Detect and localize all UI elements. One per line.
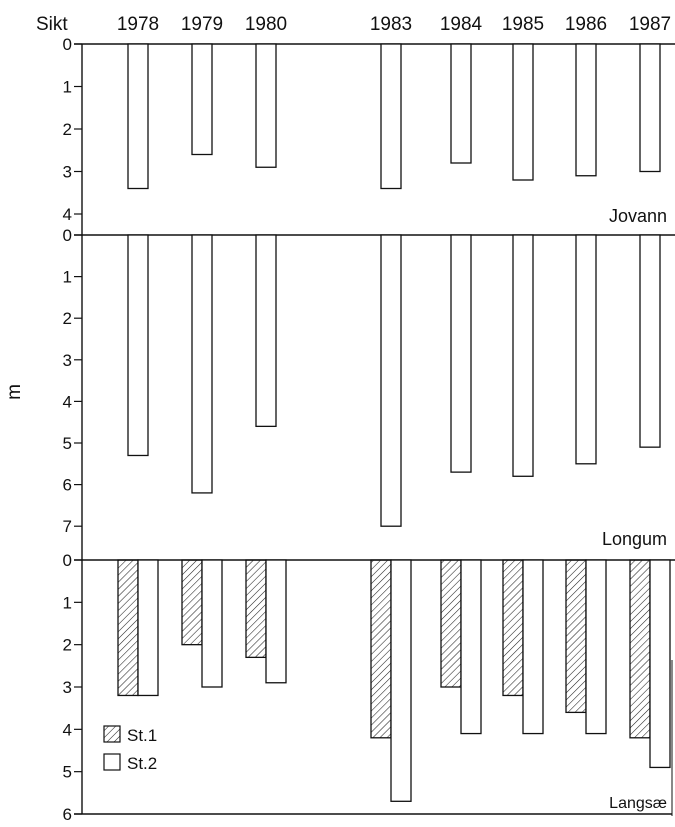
bar-st1-1978-panel2 <box>117 559 139 697</box>
y-tick-label: 1 <box>63 268 72 287</box>
y-tick-label: 2 <box>63 309 72 328</box>
corner-label: Sikt <box>36 14 68 35</box>
y-tick-label: 7 <box>63 517 72 536</box>
bar-st2-1980-panel2 <box>265 559 287 684</box>
bar-1987-panel0 <box>639 43 661 173</box>
panel-label-2: Langsæ <box>609 795 667 812</box>
y-tick-label: 4 <box>63 205 72 224</box>
bar-1979-panel0 <box>191 43 213 156</box>
x-tick-label-1986: 1986 <box>565 14 607 35</box>
bar-st1-1987-panel2 <box>629 559 651 739</box>
y-tick-label: 1 <box>63 78 72 97</box>
bar-st2-1983-panel2 <box>390 559 412 802</box>
legend-label-st1: St.1 <box>127 726 157 745</box>
bar-1984-panel1 <box>450 234 472 473</box>
y-tick-label: 1 <box>63 593 72 612</box>
bar-1978-panel1 <box>127 234 149 457</box>
x-tick-label-1978: 1978 <box>117 14 159 35</box>
bar-1987-panel1 <box>639 234 661 448</box>
bar-1979-panel1 <box>191 234 213 494</box>
bar-st2-1979-panel2 <box>201 559 223 688</box>
y-tick-label: 3 <box>63 351 72 370</box>
x-tick-label-1980: 1980 <box>245 14 287 35</box>
bar-st2-1987-panel2 <box>649 559 671 769</box>
x-tick-label-1985: 1985 <box>502 14 544 35</box>
y-tick-label: 5 <box>63 763 72 782</box>
bar-st1-1979-panel2 <box>181 559 203 646</box>
legend-label-st2: St.2 <box>127 754 157 773</box>
y-tick-label: 6 <box>63 476 72 495</box>
bar-st2-1986-panel2 <box>585 559 607 735</box>
y-tick-label: 2 <box>63 120 72 139</box>
bar-st2-1985-panel2 <box>522 559 544 735</box>
y-axis-label: m <box>4 384 25 400</box>
bar-st1-1984-panel2 <box>440 559 462 688</box>
y-tick-label: 3 <box>63 678 72 697</box>
bar-st2-1978-panel2 <box>137 559 159 697</box>
y-tick-label: 2 <box>63 636 72 655</box>
y-tick-label: 0 <box>63 35 72 54</box>
y-tick-label: 6 <box>63 805 72 822</box>
panel-label-0: Jovann <box>609 206 667 226</box>
bar-st1-1985-panel2 <box>502 559 524 697</box>
legend-swatch-st2 <box>103 753 121 771</box>
bar-1984-panel0 <box>450 43 472 164</box>
x-tick-label-1984: 1984 <box>440 14 483 35</box>
bar-1985-panel0 <box>512 43 534 181</box>
y-tick-label: 4 <box>63 392 72 411</box>
bar-1986-panel0 <box>575 43 597 177</box>
x-tick-label-1987: 1987 <box>629 14 671 35</box>
panel-label-1: Longum <box>602 529 667 549</box>
legend-swatch-st1 <box>103 725 121 743</box>
bar-1980-panel0 <box>255 43 277 168</box>
bar-st1-1980-panel2 <box>245 559 267 659</box>
bar-st1-1983-panel2 <box>370 559 392 739</box>
bar-1985-panel1 <box>512 234 534 477</box>
bar-1983-panel1 <box>380 234 402 527</box>
x-tick-label-1979: 1979 <box>181 14 223 35</box>
bar-1980-panel1 <box>255 234 277 428</box>
bar-st1-1986-panel2 <box>565 559 587 714</box>
bar-1986-panel1 <box>575 234 597 465</box>
bar-1978-panel0 <box>127 43 149 190</box>
x-tick-label-1983: 1983 <box>370 14 412 35</box>
y-tick-label: 4 <box>63 720 72 739</box>
y-tick-label: 3 <box>63 163 72 182</box>
y-tick-label: 0 <box>63 551 72 570</box>
bar-st2-1984-panel2 <box>460 559 482 735</box>
y-tick-label: 0 <box>63 226 72 245</box>
y-tick-label: 5 <box>63 434 72 453</box>
bar-1983-panel0 <box>380 43 402 190</box>
